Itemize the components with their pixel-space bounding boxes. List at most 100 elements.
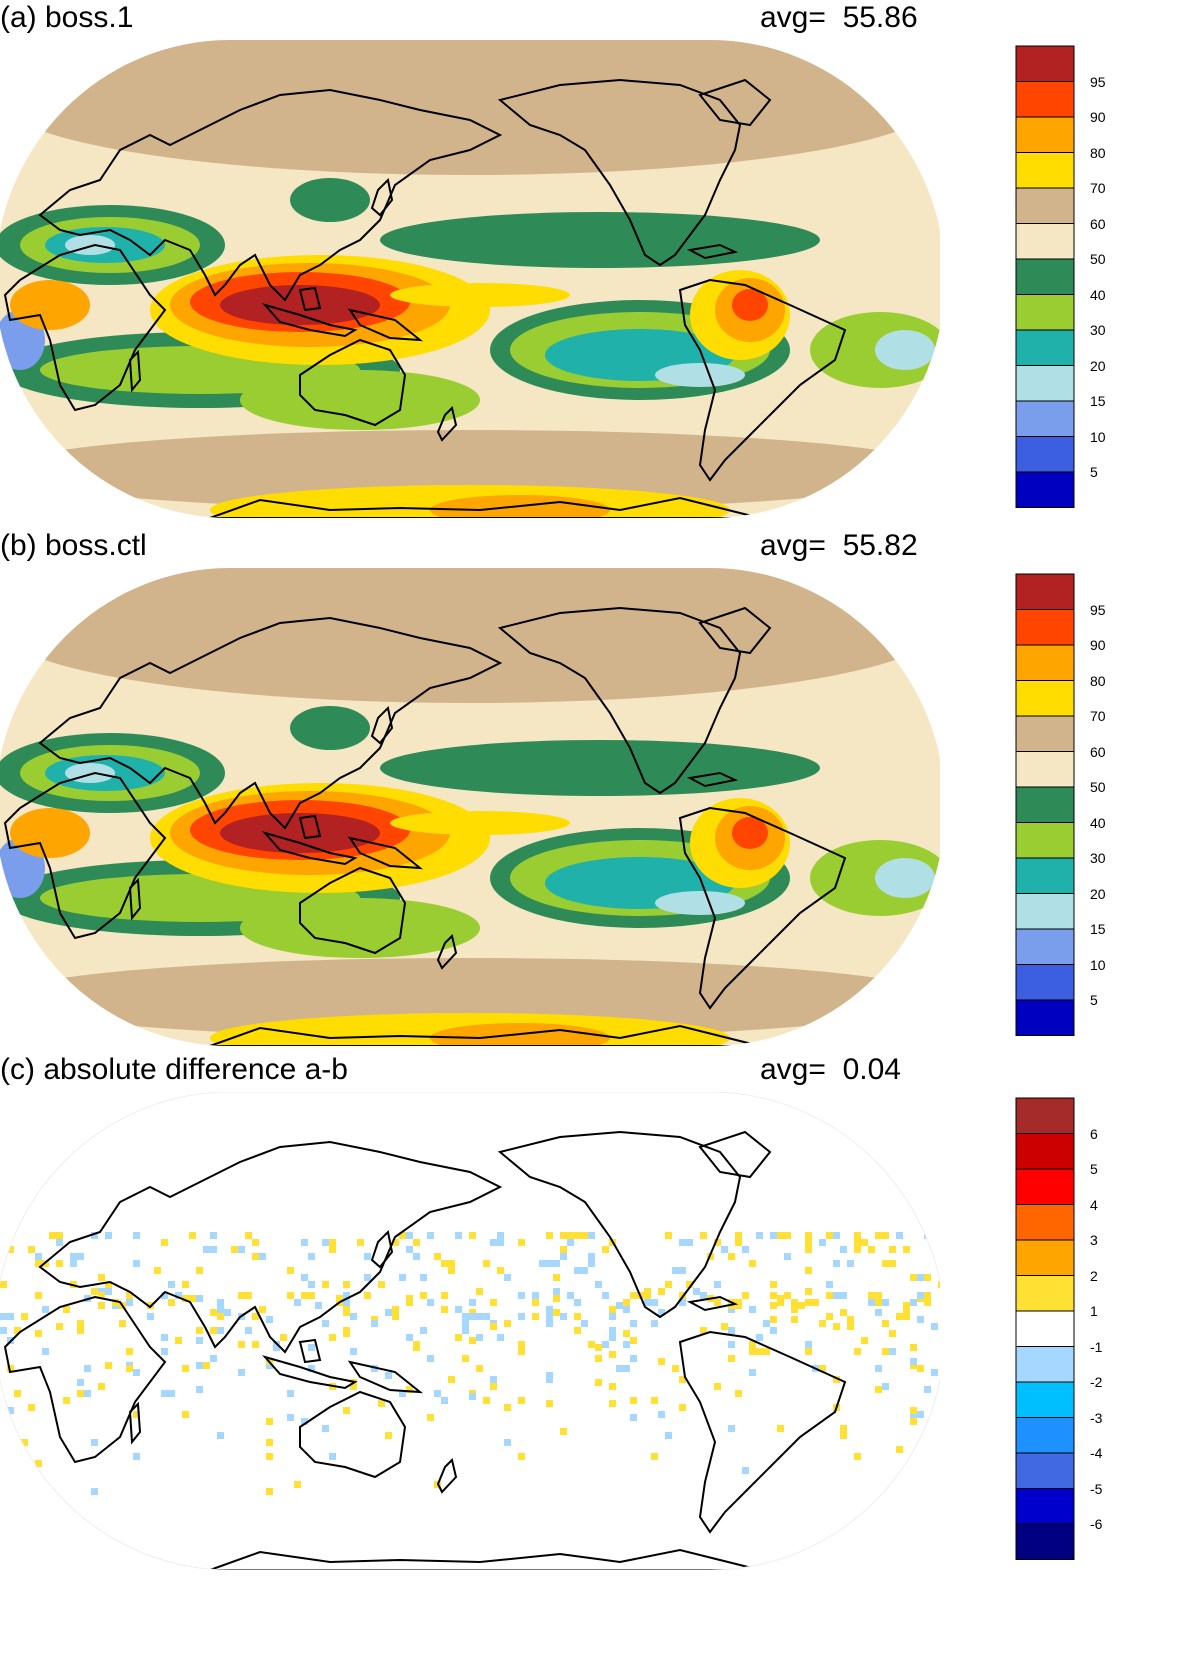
diff-cell: [371, 1316, 378, 1323]
diff-cell: [868, 1299, 875, 1306]
colorbar-swatch: [1015, 715, 1075, 752]
diff-cell: [133, 1411, 140, 1418]
colorbar-swatch: [1015, 1204, 1075, 1241]
diff-cell: [749, 1260, 756, 1267]
diff-cell: [259, 1253, 266, 1260]
diff-cell: [910, 1358, 917, 1365]
diff-cell: [854, 1246, 861, 1253]
diff-cell: [35, 1460, 42, 1467]
coastline: [497, 606, 742, 795]
diff-cell: [686, 1281, 693, 1288]
diff-cell: [455, 1334, 462, 1341]
diff-cell: [721, 1323, 728, 1330]
colorbar-tick-label: 2: [1090, 1267, 1098, 1284]
diff-cell: [266, 1362, 273, 1369]
coastlines: [3, 78, 847, 518]
diff-cell: [805, 1288, 812, 1295]
diff-cell: [245, 1292, 252, 1299]
diff-cell: [910, 1418, 917, 1425]
diff-cell: [0, 1313, 7, 1320]
map-plot: [0, 1092, 940, 1570]
diff-cell: [665, 1432, 672, 1439]
diff-cell: [819, 1365, 826, 1372]
diff-cell: [567, 1232, 574, 1239]
diff-cell: [483, 1260, 490, 1267]
diff-cell: [651, 1320, 658, 1327]
colorbar-swatch: [1015, 609, 1075, 646]
diff-cell: [700, 1292, 707, 1299]
diff-cell: [644, 1299, 651, 1306]
diff-cell: [196, 1267, 203, 1274]
diff-cell: [196, 1295, 203, 1302]
diff-cell: [357, 1239, 364, 1246]
diff-cell: [343, 1327, 350, 1334]
diff-cell: [840, 1246, 847, 1253]
diff-cell: [455, 1306, 462, 1313]
avg-value: 55.86: [842, 1, 918, 34]
diff-cell: [791, 1316, 798, 1323]
diff-cell: [7, 1365, 14, 1372]
colorbar-tick-label: 40: [1090, 286, 1106, 303]
diff-cell: [714, 1239, 721, 1246]
diff-cell: [266, 1316, 273, 1323]
avg-value: 0.04: [842, 1053, 901, 1086]
diff-cell: [203, 1246, 210, 1253]
diff-cell: [805, 1299, 812, 1306]
diff-cell: [70, 1260, 77, 1267]
diff-cell: [343, 1299, 350, 1306]
colorbar-swatch: [1015, 471, 1075, 508]
diff-cell: [546, 1260, 553, 1267]
diff-cell: [630, 1292, 637, 1299]
diff-cell: [602, 1341, 609, 1348]
diff-cell: [182, 1295, 189, 1302]
diff-cell: [406, 1334, 413, 1341]
diff-cell: [882, 1232, 889, 1239]
field-patch: [380, 212, 820, 268]
colorbar-swatch: [1015, 116, 1075, 153]
colorbar-swatch: [1015, 187, 1075, 224]
diff-cell: [91, 1232, 98, 1239]
diff-cell: [602, 1246, 609, 1253]
diff-cell: [728, 1253, 735, 1260]
diff-cell: [574, 1299, 581, 1306]
diff-cell: [322, 1320, 329, 1327]
diff-cell: [266, 1488, 273, 1495]
diff-cell: [21, 1439, 28, 1446]
coastlines: [3, 606, 847, 1046]
diff-cell: [133, 1232, 140, 1239]
diff-cell: [329, 1334, 336, 1341]
diff-cell: [196, 1386, 203, 1393]
colorbar-tick-label: 6: [1090, 1125, 1098, 1142]
diff-cell: [91, 1288, 98, 1295]
colorbar-tick-label: 4: [1090, 1196, 1098, 1213]
diff-cell: [770, 1327, 777, 1334]
diff-cell: [910, 1299, 917, 1306]
diff-cell: [350, 1383, 357, 1390]
diff-cell: [441, 1397, 448, 1404]
diff-cell: [469, 1232, 476, 1239]
diff-cell: [252, 1253, 259, 1260]
diff-cell: [497, 1232, 504, 1239]
colorbar-swatch: [1015, 258, 1075, 295]
coastline: [698, 606, 772, 655]
diff-cell: [252, 1239, 259, 1246]
diff-cell: [476, 1288, 483, 1295]
diff-cell: [42, 1306, 49, 1313]
diff-cell: [168, 1390, 175, 1397]
diff-cell: [770, 1292, 777, 1299]
colorbar-swatch: [1015, 893, 1075, 930]
diff-cell: [490, 1323, 497, 1330]
map-plot: [0, 568, 940, 1046]
diff-cell: [210, 1232, 217, 1239]
diff-cell: [553, 1274, 560, 1281]
diff-cell: [280, 1334, 287, 1341]
diff-cell: [462, 1320, 469, 1327]
diff-cell: [854, 1239, 861, 1246]
diff-cell: [574, 1232, 581, 1239]
panel-c: (c) absolute difference a-b avg= 0.04 6 5…: [0, 1052, 1183, 1672]
diff-cell: [469, 1309, 476, 1316]
diff-cell: [924, 1274, 931, 1281]
coastline: [261, 303, 358, 338]
diff-cell: [504, 1274, 511, 1281]
diff-cell: [77, 1327, 84, 1334]
